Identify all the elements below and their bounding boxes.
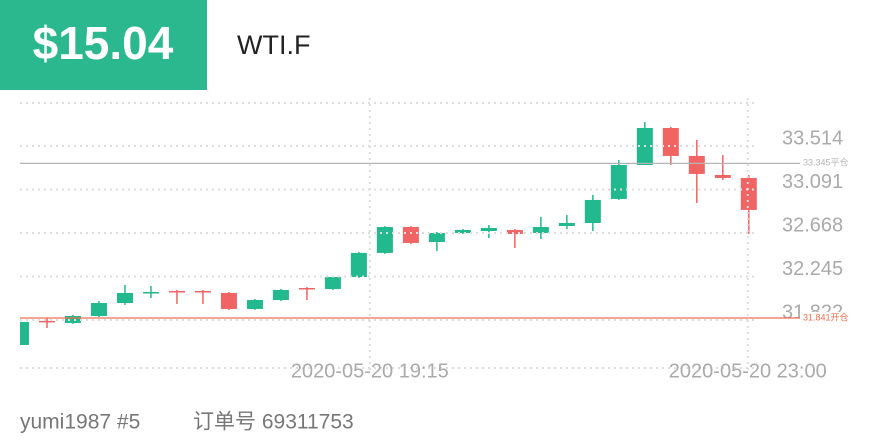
candle-body — [610, 165, 627, 199]
price-badge — [0, 0, 207, 90]
candle-body — [740, 177, 757, 210]
candle-body — [714, 174, 731, 178]
candle-body — [220, 292, 237, 309]
candle-body — [90, 303, 107, 316]
candle-body — [20, 321, 29, 345]
reference-label: 33.345平仓 — [803, 157, 849, 168]
candle-body — [350, 252, 367, 277]
candle-body — [298, 287, 315, 290]
candle-body — [532, 227, 549, 233]
reference-label-bg — [800, 157, 858, 170]
symbol: WTI.F — [237, 30, 310, 60]
candle-body — [116, 292, 133, 304]
candle-body — [584, 199, 601, 224]
candle-body — [376, 227, 393, 253]
y-tick-label: 32.245 — [782, 258, 843, 280]
reference-label-bg — [800, 312, 858, 325]
candle-body — [454, 229, 471, 233]
candle-body — [688, 155, 705, 174]
candle-body — [324, 276, 341, 290]
candle-body — [168, 290, 185, 293]
reference-label: 31.841开仓 — [803, 311, 849, 322]
candle-body — [272, 289, 289, 301]
candle-body — [558, 223, 575, 226]
x-tick-label: 2020-05-20 23:00 — [669, 360, 827, 382]
y-tick-label: 33.514 — [782, 127, 843, 149]
candle-body — [480, 227, 497, 232]
candle-body — [246, 300, 263, 309]
order-number: 订单号 69311753 — [193, 411, 354, 434]
candle-body — [428, 232, 445, 243]
x-tick-label: 2020-05-20 19:15 — [291, 360, 449, 382]
price: $15.04 — [33, 17, 174, 69]
candle-body — [662, 127, 679, 156]
candle-body — [194, 290, 211, 293]
candle-body — [38, 320, 55, 323]
username: yumi1987 #5 — [20, 411, 140, 434]
y-tick-label: 32.668 — [782, 214, 843, 236]
candle-body — [402, 227, 419, 243]
candle-body — [142, 292, 159, 294]
plot — [20, 122, 757, 345]
y-tick-label: 33.091 — [782, 171, 843, 193]
candle-body — [506, 229, 523, 235]
candle-body — [64, 315, 81, 323]
